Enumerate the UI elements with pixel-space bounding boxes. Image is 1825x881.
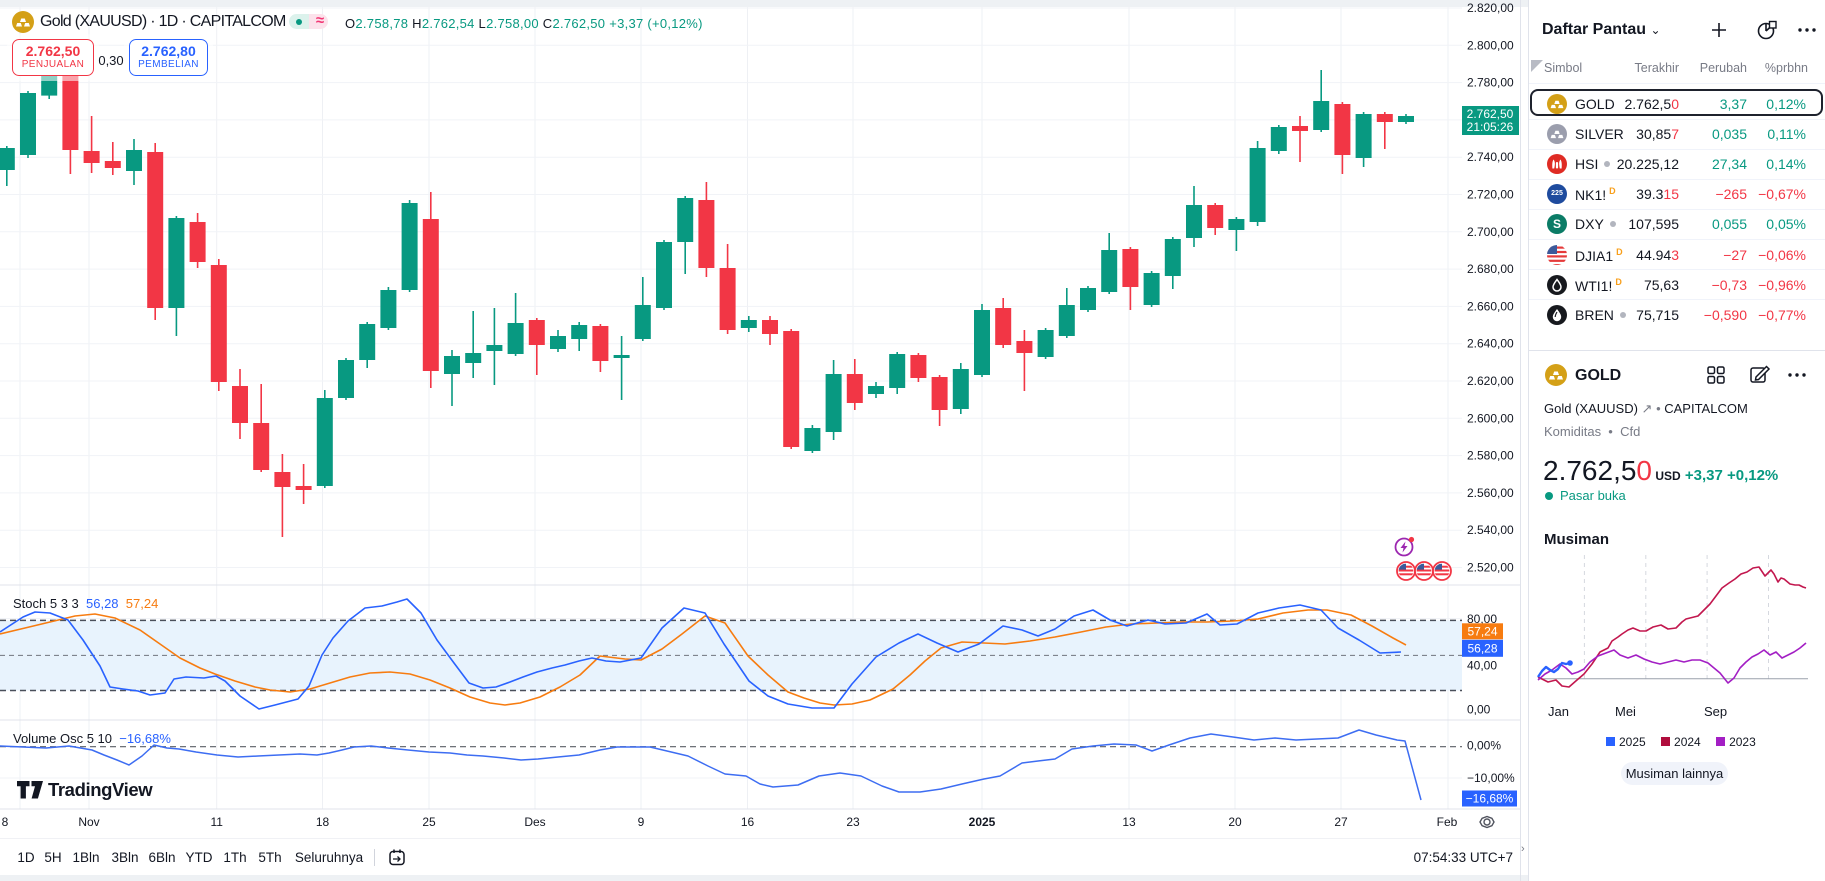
svg-text:Mei: Mei: [1615, 704, 1636, 719]
svg-text:21:05:26: 21:05:26: [1467, 120, 1514, 134]
svg-text:Des: Des: [524, 815, 545, 829]
svg-text:23: 23: [846, 815, 860, 829]
svg-text:11: 11: [210, 815, 223, 829]
svg-text:2.680,00: 2.680,00: [1467, 262, 1514, 276]
svg-text:27: 27: [1334, 815, 1348, 829]
svg-text:56,28: 56,28: [1467, 642, 1497, 656]
svg-text:2.800,00: 2.800,00: [1467, 38, 1514, 52]
svg-text:25: 25: [422, 815, 436, 829]
svg-text:2.540,00: 2.540,00: [1467, 523, 1514, 537]
svg-text:Nov: Nov: [78, 815, 99, 829]
svg-text:16: 16: [741, 815, 755, 829]
svg-text:2025: 2025: [969, 815, 996, 829]
svg-text:Jan: Jan: [1548, 704, 1569, 719]
svg-text:0,00: 0,00: [1467, 703, 1491, 717]
svg-text:57,24: 57,24: [1467, 625, 1497, 639]
svg-text:18: 18: [316, 815, 330, 829]
svg-text:Feb: Feb: [1437, 815, 1458, 829]
svg-text:2.740,00: 2.740,00: [1467, 150, 1514, 164]
svg-text:2.620,00: 2.620,00: [1467, 374, 1514, 388]
svg-text:0,00%: 0,00%: [1467, 739, 1501, 753]
svg-text:8: 8: [2, 815, 9, 829]
svg-text:2.700,00: 2.700,00: [1467, 225, 1514, 239]
svg-text:−16,68%: −16,68%: [1466, 792, 1514, 806]
svg-text:2.580,00: 2.580,00: [1467, 449, 1514, 463]
svg-text:2.660,00: 2.660,00: [1467, 299, 1514, 313]
svg-text:2.762,50: 2.762,50: [1467, 107, 1514, 121]
svg-text:2.560,00: 2.560,00: [1467, 486, 1514, 500]
svg-text:9: 9: [638, 815, 645, 829]
svg-text:20: 20: [1228, 815, 1242, 829]
svg-text:TradingView: TradingView: [48, 779, 153, 800]
svg-text:2.780,00: 2.780,00: [1467, 76, 1514, 90]
svg-text:2.820,00: 2.820,00: [1467, 1, 1514, 15]
svg-text:80,00: 80,00: [1467, 612, 1497, 626]
svg-text:2.640,00: 2.640,00: [1467, 337, 1514, 351]
svg-text:Sep: Sep: [1704, 704, 1727, 719]
svg-text:−10,00%: −10,00%: [1467, 771, 1515, 785]
svg-text:2.600,00: 2.600,00: [1467, 411, 1514, 425]
svg-text:40,00: 40,00: [1467, 659, 1497, 673]
svg-text:2.720,00: 2.720,00: [1467, 188, 1514, 202]
svg-text:13: 13: [1122, 815, 1136, 829]
svg-text:2.520,00: 2.520,00: [1467, 561, 1514, 575]
